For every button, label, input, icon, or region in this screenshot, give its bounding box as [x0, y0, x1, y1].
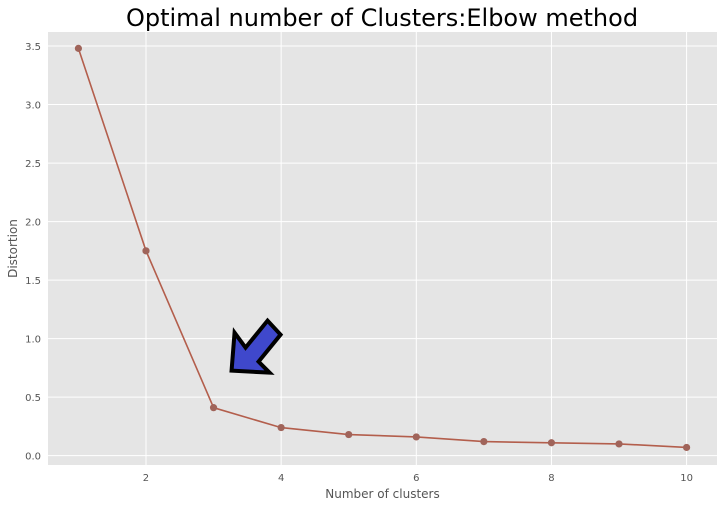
distortion-points: [74, 44, 691, 452]
grid-lines: [48, 32, 717, 465]
data-point: [142, 247, 150, 255]
x-tick-label: 8: [548, 473, 554, 484]
arrow-annotation: [229, 317, 284, 375]
x-tick-label: 6: [413, 473, 419, 484]
data-point: [412, 433, 420, 441]
x-tick-label: 10: [680, 473, 693, 484]
y-tick-label: 0.0: [25, 452, 41, 463]
y-tick-label: 1.0: [25, 335, 41, 346]
x-tick-labels: 2 4 6 8 10: [143, 473, 693, 484]
data-point: [209, 404, 218, 412]
y-tick-label: 1.5: [25, 276, 41, 287]
y-tick-label: 2.5: [25, 159, 41, 170]
data-point: [345, 430, 353, 439]
y-tick-label: 3.5: [25, 42, 41, 53]
data-point: [74, 44, 83, 52]
distortion-line: [77, 48, 687, 449]
chart-title: Optimal number of Clusters:Elbow method: [126, 4, 638, 32]
data-point: [277, 423, 285, 432]
y-tick-label: 0.5: [25, 393, 41, 404]
data-point: [682, 443, 691, 452]
y-axis-label: Distortion: [6, 219, 20, 278]
y-tick-label: 2.0: [25, 218, 41, 229]
data-point: [615, 440, 623, 448]
data-point: [547, 439, 556, 447]
elbow-annotation: [229, 317, 284, 375]
x-tick-label: 4: [278, 473, 284, 484]
y-tick-labels: 0.0 0.5 1.0 1.5 2.0 2.5 3.0 3.5: [25, 42, 41, 463]
data-point: [480, 437, 488, 446]
y-tick-label: 3.0: [25, 101, 41, 112]
x-tick-label: 2: [143, 473, 149, 484]
x-axis-label: Number of clusters: [325, 487, 439, 501]
